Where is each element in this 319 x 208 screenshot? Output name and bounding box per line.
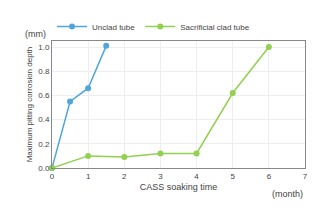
svg-text:0.2: 0.2 bbox=[38, 140, 50, 149]
svg-text:3: 3 bbox=[158, 172, 163, 181]
svg-text:2: 2 bbox=[122, 172, 127, 181]
svg-text:7: 7 bbox=[303, 172, 308, 181]
svg-text:0.0: 0.0 bbox=[38, 164, 50, 173]
svg-text:(month): (month) bbox=[272, 189, 303, 199]
svg-text:0: 0 bbox=[50, 172, 55, 181]
svg-text:Maximum pitting corrosion dept: Maximum pitting corrosion depth bbox=[25, 47, 34, 163]
svg-text:(mm): (mm) bbox=[25, 29, 46, 39]
svg-text:1.0: 1.0 bbox=[38, 43, 50, 52]
svg-text:CASS soaking time: CASS soaking time bbox=[140, 182, 218, 192]
svg-text:Unclad tube: Unclad tube bbox=[92, 23, 135, 32]
svg-text:Sacrificial clad tube: Sacrificial clad tube bbox=[180, 23, 249, 32]
svg-text:1: 1 bbox=[86, 172, 91, 181]
svg-text:0.4: 0.4 bbox=[38, 115, 50, 124]
svg-text:5: 5 bbox=[230, 172, 235, 181]
svg-text:6: 6 bbox=[267, 172, 272, 181]
svg-text:0.8: 0.8 bbox=[38, 67, 50, 76]
svg-text:4: 4 bbox=[194, 172, 199, 181]
svg-text:0.6: 0.6 bbox=[38, 91, 50, 100]
